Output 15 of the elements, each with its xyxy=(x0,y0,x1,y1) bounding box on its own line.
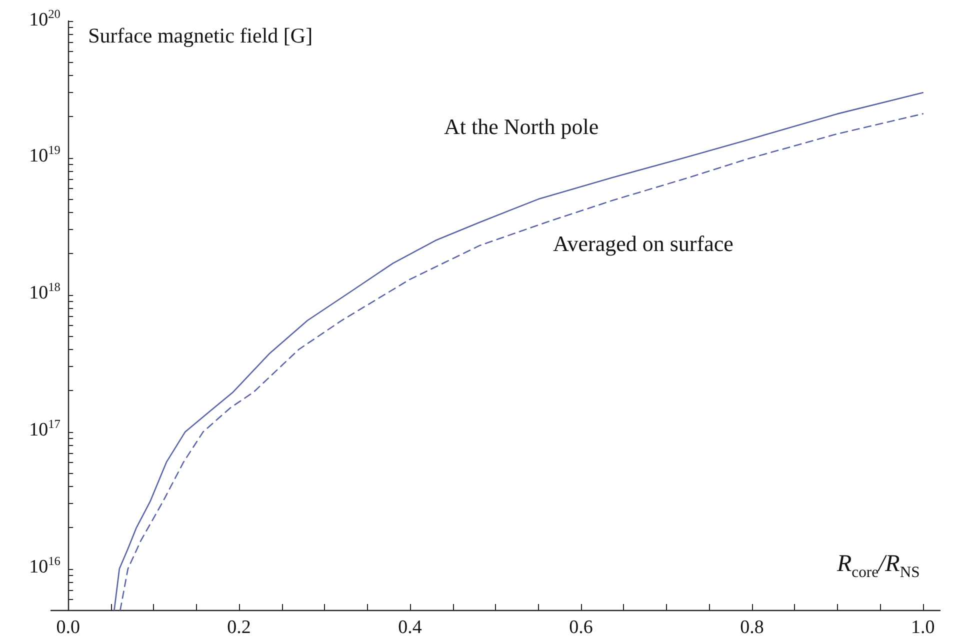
x-tick-label: 1.0 xyxy=(911,617,935,638)
x-tick-label: 0.0 xyxy=(56,617,80,638)
x-tick-label: 0.6 xyxy=(569,617,593,638)
x-axis-title: R$_{core}$/R$_{NS}$ xyxy=(837,551,920,581)
y-tick-label: 10$^{19}$ xyxy=(29,143,60,167)
annotation: At the North pole xyxy=(444,114,599,139)
y-tick-label: 10$^{16}$ xyxy=(29,554,60,578)
annotation: Averaged on surface xyxy=(553,231,734,256)
y-tick-label: 10$^{20}$ xyxy=(29,6,60,30)
x-tick-label: 0.8 xyxy=(740,617,764,638)
y-tick-label: 10$^{18}$ xyxy=(29,280,60,304)
y-axis-title: Surface magnetic field [G] xyxy=(88,24,313,48)
x-tick-label: 0.2 xyxy=(227,617,251,638)
x-tick-label: 0.4 xyxy=(398,617,422,638)
y-tick-label: 10$^{17}$ xyxy=(29,417,60,441)
